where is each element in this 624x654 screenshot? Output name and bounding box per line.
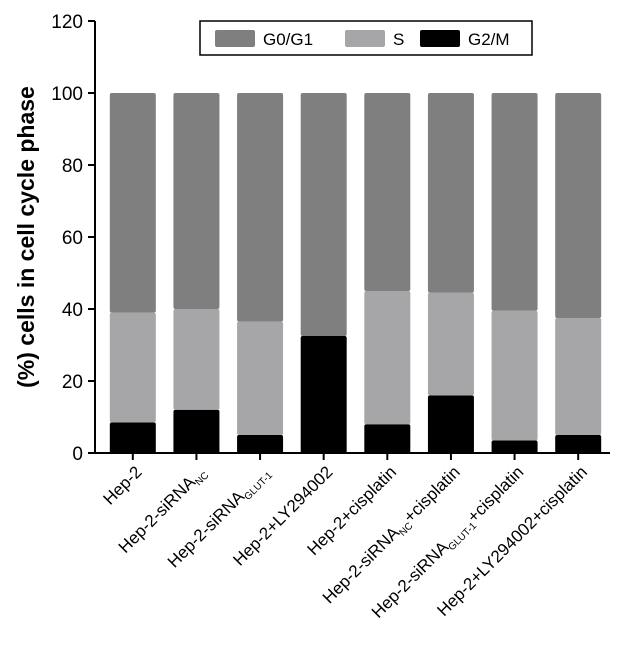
x-tick-label: Hep-2 [99, 462, 145, 508]
y-axis: 0 20 40 60 80 100 120 [51, 12, 96, 465]
bar-segment-g2-m [300, 336, 347, 453]
y-tick-label: 40 [62, 300, 83, 321]
bar-segment-s [364, 291, 411, 425]
legend: G0/G1 S G2/M [199, 20, 533, 56]
x-tick-label-main: Hep-2 [99, 462, 145, 508]
bar-segment-g0-g1 [427, 93, 474, 293]
bar-segment-s [109, 312, 156, 423]
bar-segment-g0-g1 [109, 93, 156, 313]
legend-label: G0/G1 [263, 30, 313, 49]
bar-segment-g2-m [364, 424, 411, 453]
x-axis: Hep-2Hep-2-siRNANCHep-2-siRNAGLUT-1Hep-2… [95, 452, 610, 622]
legend-label: S [393, 30, 404, 49]
bar-segment-g2-m [109, 422, 156, 453]
bar-segment-g0-g1 [491, 93, 538, 311]
bar-segment-s [555, 318, 602, 435]
bar-segment-s [491, 310, 538, 441]
bar-segment-s [173, 309, 220, 410]
plot-area [109, 93, 602, 453]
legend-swatch [345, 30, 385, 47]
y-tick-label: 0 [72, 444, 83, 465]
y-axis-label: (%) cells in cell cycle phase [13, 86, 39, 388]
y-tick-label: 80 [62, 156, 83, 177]
y-tick-label: 60 [62, 228, 83, 249]
y-tick-label: 100 [51, 84, 83, 105]
bar-segment-g0-g1 [555, 93, 602, 318]
bar-segment-g2-m [555, 435, 602, 453]
bar-segment-g2-m [237, 435, 284, 453]
bar-segment-g2-m [173, 409, 220, 453]
bar-segment-s [427, 292, 474, 396]
x-tick-label-subscript: GLUT-1 [447, 520, 480, 553]
bar-segment-s [237, 321, 284, 435]
bar-segment-g2-m [427, 395, 474, 453]
y-tick-label: 20 [62, 372, 83, 393]
bar-segment-g2-m [491, 440, 538, 453]
bar-segment-g0-g1 [300, 93, 347, 336]
y-tick-label: 120 [51, 12, 83, 33]
bar-segment-g0-g1 [237, 93, 284, 322]
x-tick-label-subscript: GLUT-1 [242, 470, 275, 503]
legend-label: G2/M [468, 30, 510, 49]
x-tick-label-suffix: +cisplatin [400, 462, 464, 526]
x-tick-label-suffix: +cisplatin [463, 462, 527, 526]
bar-segment-g0-g1 [364, 93, 411, 291]
legend-swatch [215, 30, 255, 47]
legend-swatch [420, 30, 460, 47]
bar-segment-g0-g1 [173, 93, 220, 309]
